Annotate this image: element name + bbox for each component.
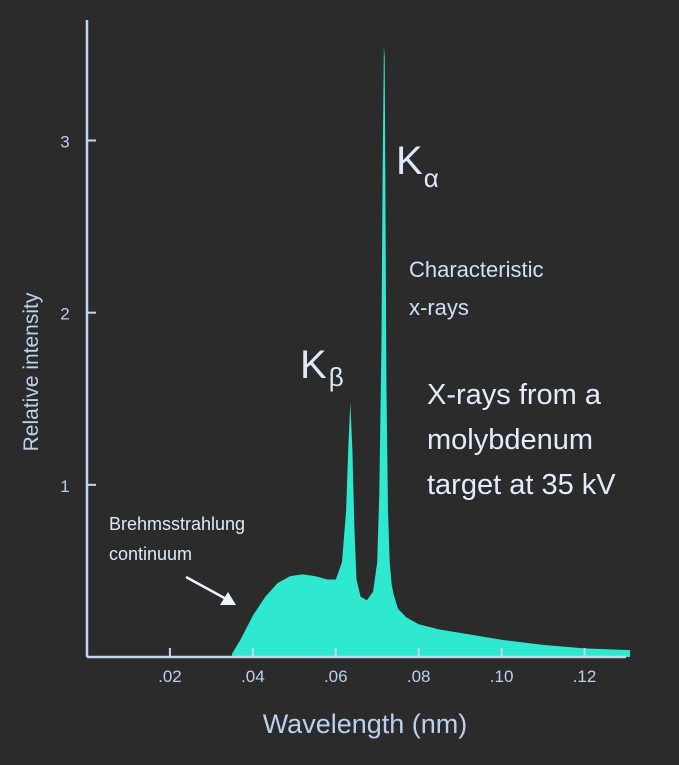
characteristic-xrays-label: Characteristic x-rays: [409, 257, 550, 320]
spectrum-area: [232, 45, 631, 658]
k-beta-label: Kβ: [300, 343, 344, 392]
description-label: X-rays from a molybdenum target at 35 kV: [427, 379, 616, 501]
x-tick-label: .04: [241, 667, 265, 686]
y-ticks: 1 2 3: [60, 133, 96, 496]
x-tick-label: .10: [490, 667, 514, 686]
x-tick-label: .08: [407, 667, 431, 686]
x-tick-label: .12: [573, 667, 597, 686]
x-axis-title: Wavelength (nm): [263, 709, 468, 739]
y-tick-label: 3: [60, 133, 69, 152]
y-axis-title: Relative intensity: [20, 292, 43, 451]
x-tick-label: .06: [324, 667, 348, 686]
y-tick-label: 1: [60, 477, 69, 496]
y-tick-label: 2: [60, 305, 69, 324]
continuum-label: Brehmsstrahlung continuum: [109, 514, 250, 564]
x-ticks: .02 .04 .06 .08 .10 .12: [158, 648, 596, 686]
k-alpha-label: Kα: [396, 139, 439, 193]
x-tick-label: .02: [158, 667, 182, 686]
continuum-arrow: [185, 575, 236, 605]
